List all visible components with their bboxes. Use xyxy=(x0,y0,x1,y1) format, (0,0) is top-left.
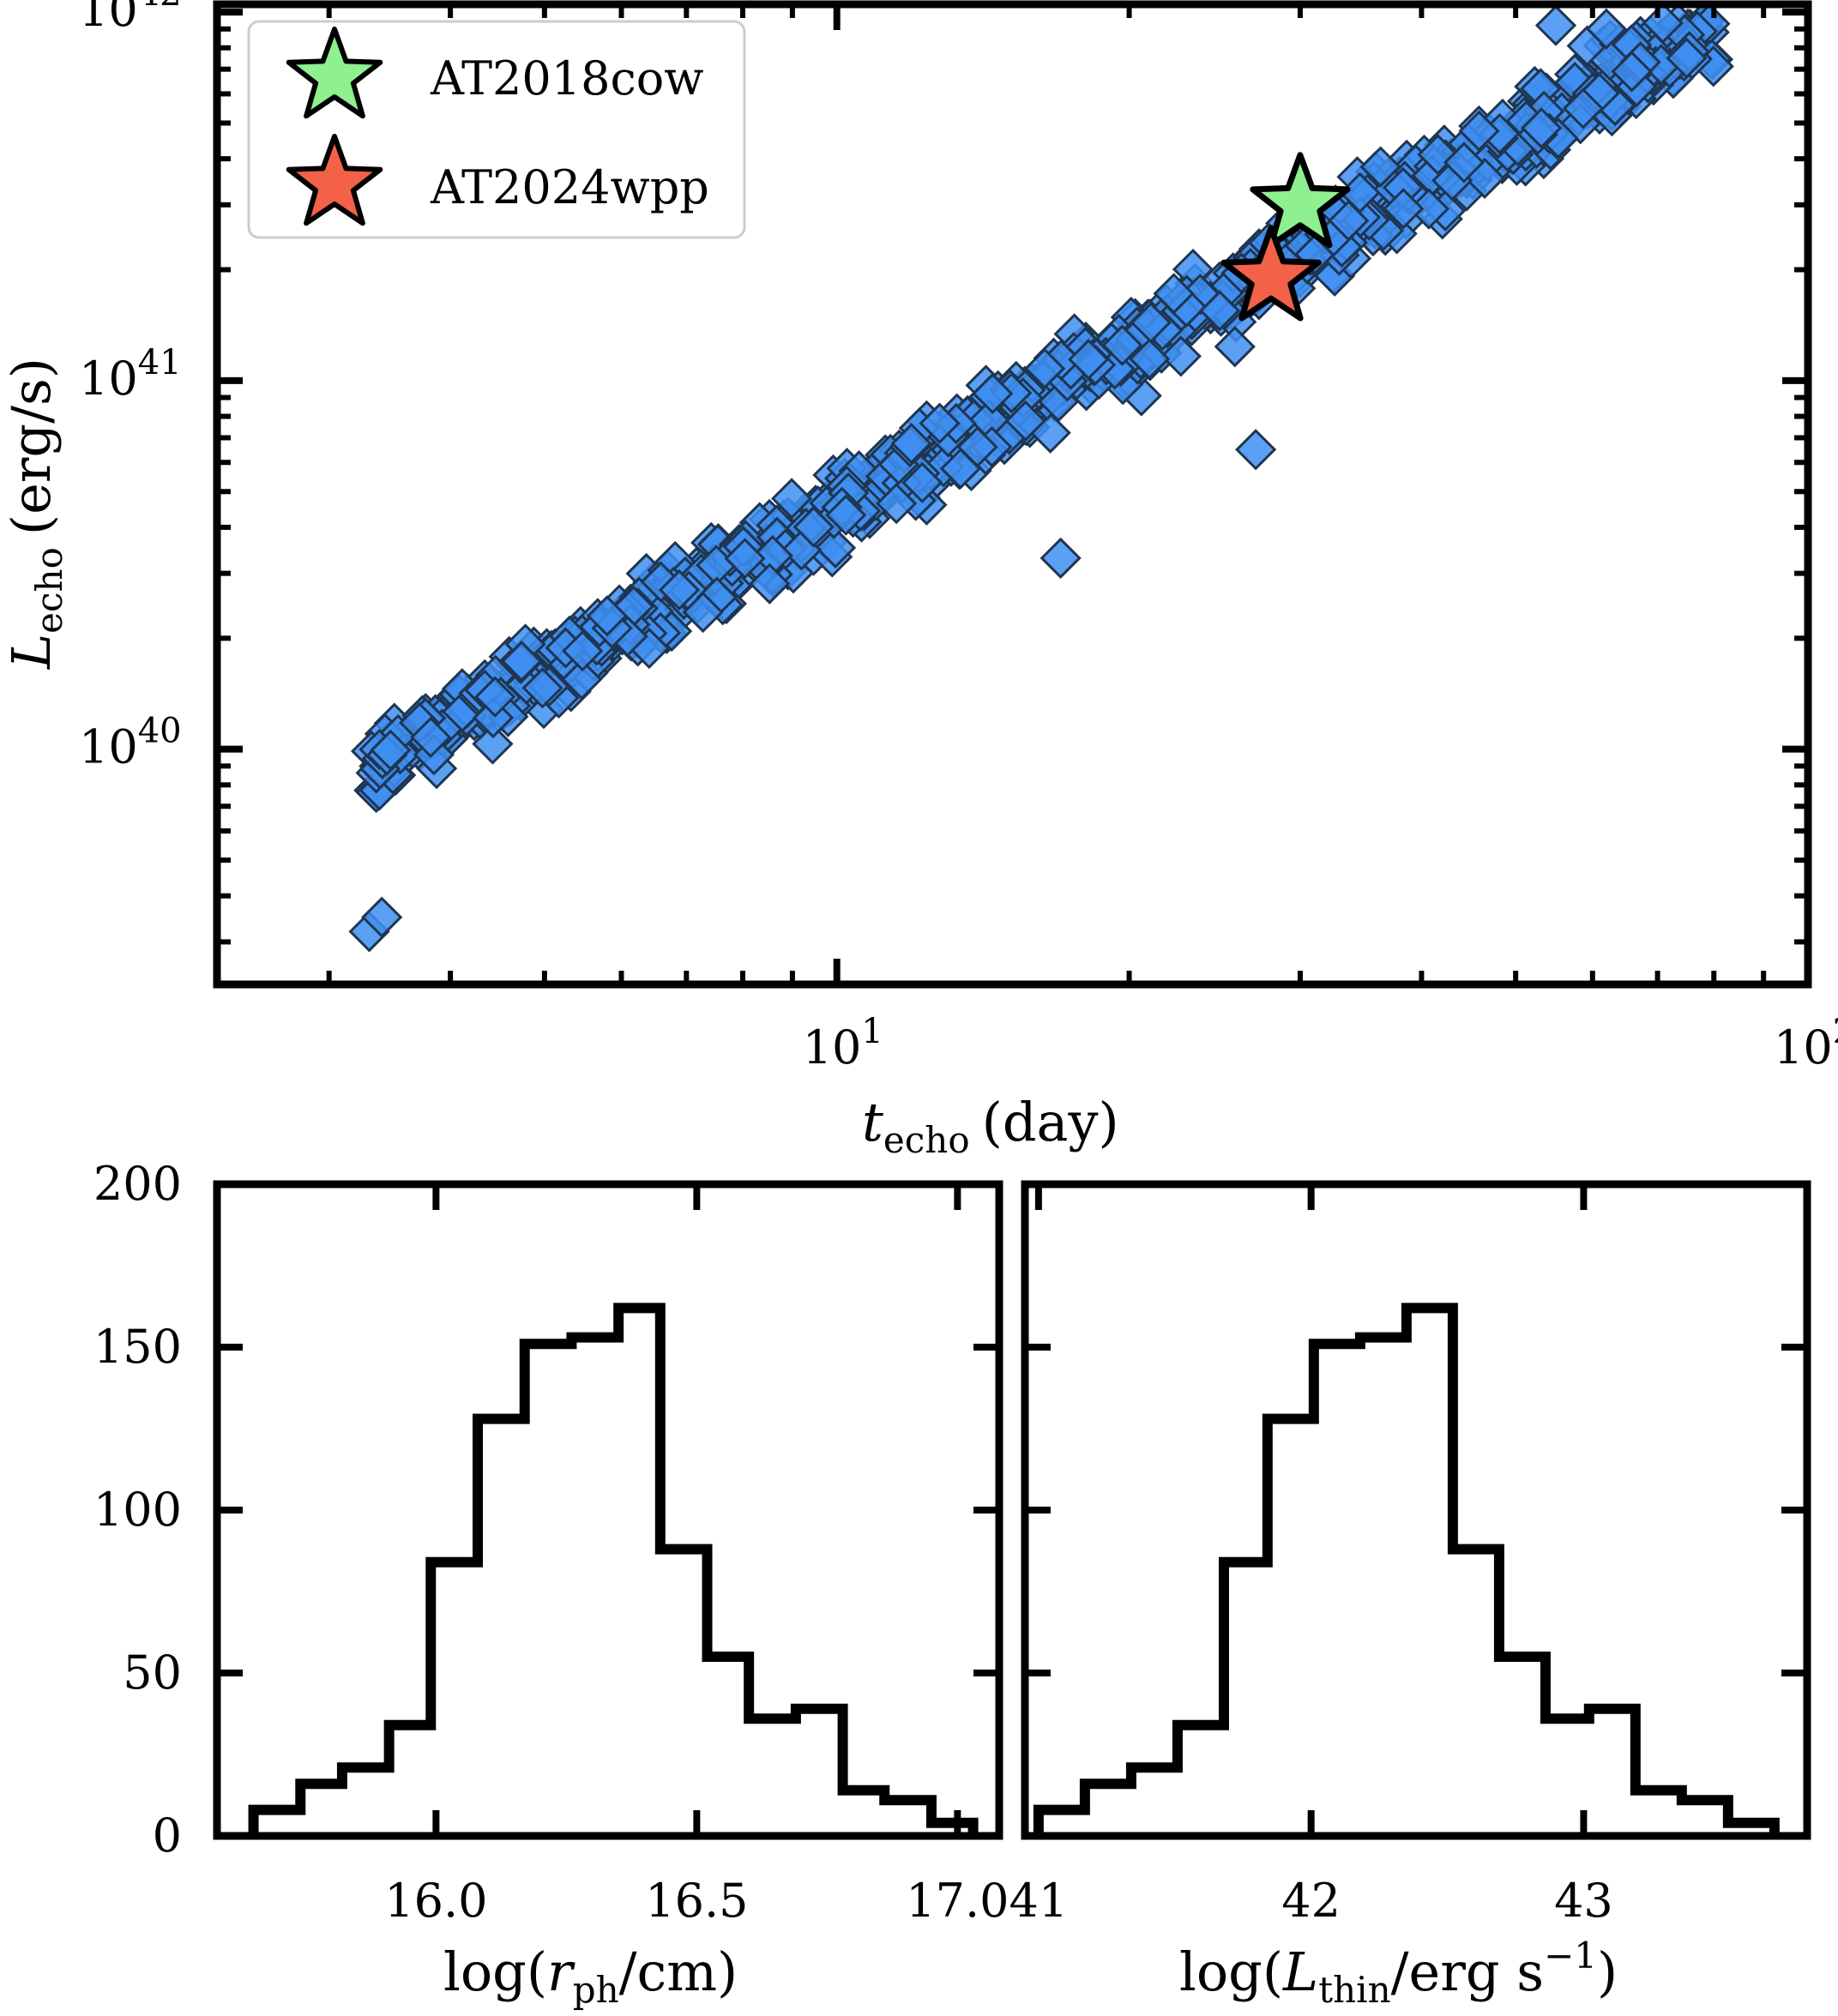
hist-x-tick-label: 16.0 xyxy=(384,1874,487,1928)
scatter-panel: 101 102 1040 1041 1042 AT2018cow AT2024wpp t… xyxy=(0,0,1838,1161)
scatter-point xyxy=(1198,290,1241,332)
scatter-point xyxy=(1642,2,1684,44)
scatter-point xyxy=(1585,8,1628,50)
scatter-point xyxy=(682,591,724,634)
scatter-point xyxy=(1458,110,1500,152)
hist-y-tick-label: 50 xyxy=(123,1646,182,1700)
hist-y-tick-label: 200 xyxy=(93,1157,182,1211)
scatter-point xyxy=(410,716,452,758)
scatter-point xyxy=(1160,335,1202,377)
scatter-point xyxy=(770,478,813,520)
legend-star-at2024wpp xyxy=(286,134,383,226)
scatter-point xyxy=(825,494,867,536)
scatter-point xyxy=(1004,400,1046,442)
scatter-y-tick-label: 1041 xyxy=(79,343,182,406)
legend-frame xyxy=(247,20,746,239)
hist-y-tick-label: 0 xyxy=(153,1808,182,1863)
scatter-point xyxy=(972,372,1014,415)
hist-x-tick-label: 41 xyxy=(1009,1874,1069,1928)
scatter-y-tick-label: 1040 xyxy=(79,712,182,774)
scatter-point xyxy=(472,723,514,765)
scatter-point xyxy=(1562,87,1605,129)
scatter-point xyxy=(1521,107,1563,149)
scatter-point xyxy=(562,629,604,672)
hist-left-tick-labels: 16.0 16.5 17.0 0 50 100 150 200 xyxy=(93,1157,1009,1928)
legend-star-at2018cow xyxy=(286,27,383,119)
scatter-point xyxy=(1383,188,1425,230)
scatter-point xyxy=(361,896,403,938)
hist-right-tick-labels: 41 42 43 xyxy=(1009,1874,1613,1928)
hist-left-frame xyxy=(213,1180,1003,1840)
scatter-point xyxy=(1040,537,1082,579)
scatter-point xyxy=(1328,200,1370,242)
scatter-point xyxy=(1023,347,1066,389)
scatter-point xyxy=(658,569,701,611)
hist-right-frame xyxy=(1021,1180,1811,1840)
hist-y-tick-label: 100 xyxy=(93,1483,182,1537)
scatter-point xyxy=(1666,37,1708,79)
scatter-point xyxy=(792,506,835,548)
legend: AT2018cow AT2024wpp xyxy=(247,20,746,239)
scatter-point xyxy=(1359,146,1401,188)
hist-left-x-title: log(rph/cm) xyxy=(443,1941,738,2011)
hist-right-step xyxy=(1033,1303,1780,1836)
scatter-point xyxy=(561,659,603,701)
scatter-x-tick-label: 101 xyxy=(803,1012,883,1074)
hist-y-tick-label: 150 xyxy=(93,1320,182,1374)
scatter-point xyxy=(919,402,961,444)
scatter-point xyxy=(901,461,943,503)
scatter-point xyxy=(1214,326,1256,368)
scatter-x-tick-label: 102 xyxy=(1774,1012,1838,1074)
scatter-point xyxy=(370,729,412,771)
hist-right-x-title: log(Lthin/erg s−1) xyxy=(1179,1935,1618,2011)
highlight-star-at2018cow xyxy=(1250,152,1351,249)
scatter-point xyxy=(1611,51,1653,93)
scatter-point xyxy=(814,527,857,569)
scatter-highlights xyxy=(1220,152,1351,322)
scatter-point xyxy=(1235,429,1277,471)
scatter-point xyxy=(876,483,918,525)
hist-right-panel: 41 42 43 log(Lthin/erg s−1) xyxy=(1009,1180,1811,2011)
scatter-y-title: Lecho(erg/s) xyxy=(0,358,70,670)
legend-label-at2024wpp: AT2024wpp xyxy=(430,160,709,214)
scatter-point xyxy=(1128,338,1171,380)
hist-left-panel: 16.0 16.5 17.0 0 50 100 150 200 log(rph/cm) xyxy=(93,1157,1009,2011)
hist-left-step xyxy=(248,1303,979,1836)
scatter-point xyxy=(890,423,932,465)
scatter-point xyxy=(1534,4,1577,46)
hist-x-tick-label: 16.5 xyxy=(645,1874,748,1928)
scatter-tick-labels: 101 102 1040 1041 1042 xyxy=(79,0,1838,1074)
scatter-point xyxy=(1153,273,1195,315)
scatter-point xyxy=(1443,141,1485,184)
scatter-point xyxy=(500,640,543,683)
scatter-x-title: techo (day) xyxy=(862,1091,1119,1161)
scatter-point xyxy=(724,538,766,580)
scatter-point xyxy=(586,595,628,637)
scatter-frame xyxy=(213,0,1812,989)
hist-x-tick-label: 17.0 xyxy=(906,1874,1009,1928)
scatter-point xyxy=(1101,324,1143,366)
scatter-point xyxy=(956,426,998,468)
scatter-y-tick-label: 1042 xyxy=(79,0,182,37)
highlight-star-at2024wpp xyxy=(1220,225,1322,322)
hist-right-ticks xyxy=(1025,1181,1807,1839)
scatter-point xyxy=(474,676,516,718)
hist-x-tick-label: 42 xyxy=(1281,1874,1341,1928)
scatter-point xyxy=(749,563,791,605)
scatter-point xyxy=(521,667,563,709)
hist-left-ticks xyxy=(217,1181,999,1839)
legend-label-at2018cow: AT2018cow xyxy=(430,51,703,105)
hist-x-tick-label: 43 xyxy=(1554,1874,1613,1928)
scatter-point xyxy=(1068,339,1110,381)
